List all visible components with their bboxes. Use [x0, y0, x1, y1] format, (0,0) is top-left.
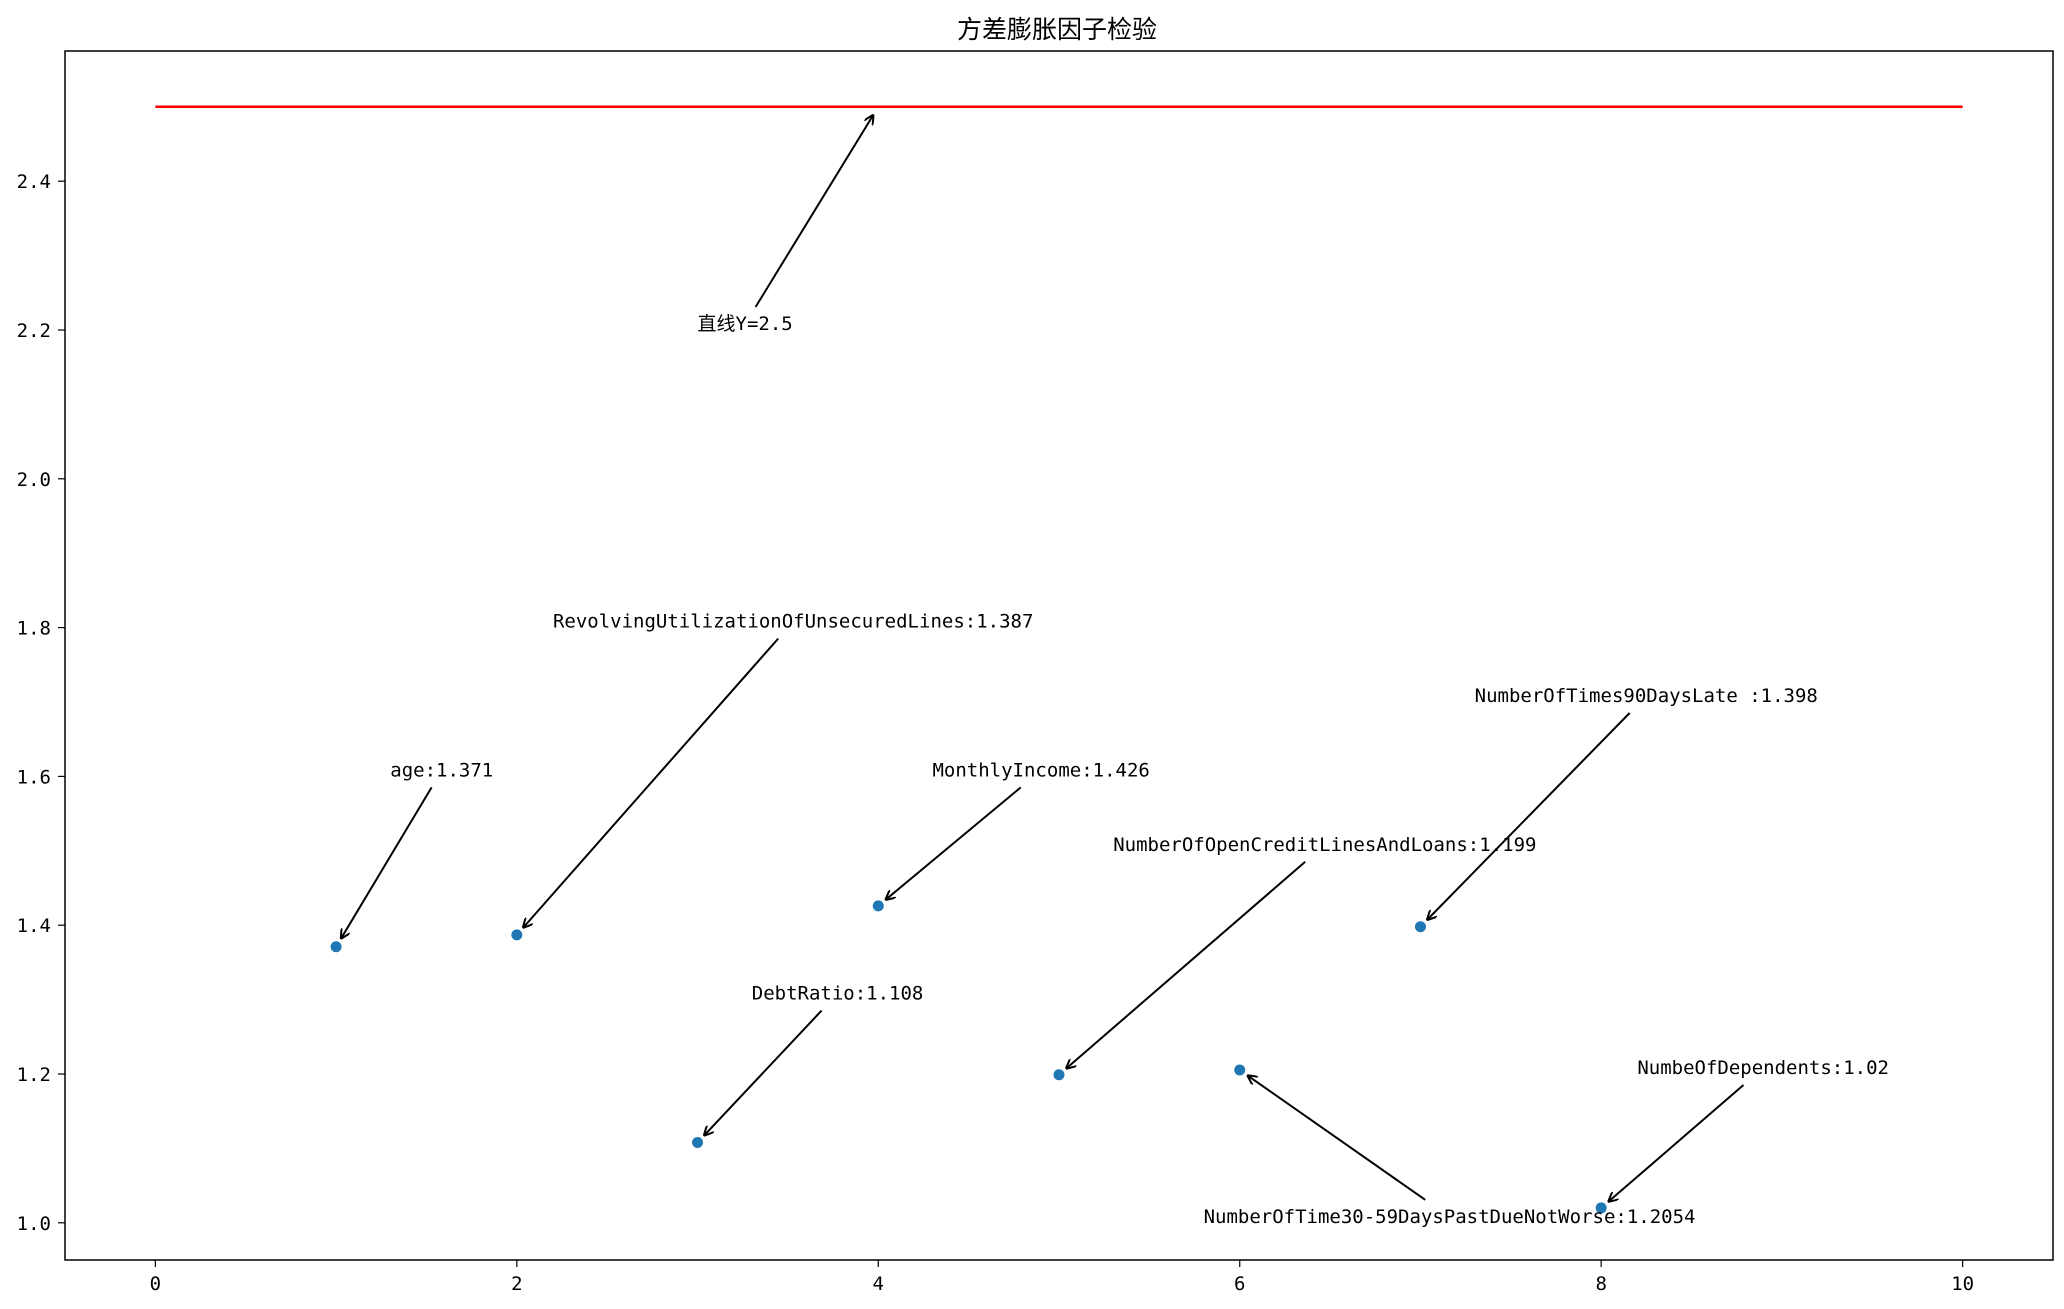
- annotation-arrow: [1427, 712, 1631, 920]
- annotation-label: NumbeOfDependents:1.02: [1637, 1057, 1889, 1079]
- x-tick-label: 6: [1234, 1273, 1245, 1295]
- data-point: [1595, 1202, 1607, 1214]
- annotation-arrow: [1608, 1084, 1745, 1202]
- y-tick-label: 2.4: [17, 171, 51, 193]
- annotation-arrow: [341, 786, 433, 939]
- x-tick-label: 8: [1595, 1273, 1606, 1295]
- annotation-label: MonthlyIncome:1.426: [932, 759, 1149, 781]
- plot-frame: [64, 50, 2054, 1261]
- annotation-arrow: [523, 637, 779, 929]
- chart-title: 方差膨胀因子检验: [957, 15, 1157, 44]
- x-tick-label: 4: [873, 1273, 884, 1295]
- annotation-label: DebtRatio:1.108: [752, 983, 924, 1005]
- data-point: [872, 900, 884, 912]
- annotation-arrow: [885, 786, 1022, 900]
- annotation-arrow: [1066, 861, 1306, 1069]
- y-tick-label: 2.2: [17, 320, 51, 342]
- x-tick-label: 2: [511, 1273, 522, 1295]
- annotation-arrow: [754, 114, 874, 308]
- annotation-arrow: [1247, 1075, 1426, 1201]
- data-point: [330, 941, 342, 953]
- annotation-arrow: [704, 1009, 823, 1136]
- annotation-label: 直线Y=2.5: [698, 313, 793, 335]
- y-tick-label: 1.8: [17, 618, 51, 640]
- y-tick-label: 1.4: [17, 915, 51, 937]
- data-point: [1414, 921, 1426, 933]
- x-tick-label: 0: [150, 1273, 161, 1295]
- data-point: [692, 1136, 704, 1148]
- y-tick-label: 2.0: [17, 469, 51, 491]
- annotation-label: NumberOfTimes90DaysLate :1.398: [1475, 685, 1818, 707]
- annotation-label: NumberOfOpenCreditLinesAndLoans:1.199: [1113, 834, 1536, 856]
- data-point: [1053, 1069, 1065, 1081]
- annotation-label: RevolvingUtilizationOfUnsecuredLines:1.3…: [553, 611, 1033, 633]
- x-tick-label: 10: [1951, 1273, 1974, 1295]
- data-point: [511, 929, 523, 941]
- plot-area: 0 2 4 6 8 10 1.0 1.2 1.4 1.6 1.8 2.0 2.2 2.4 age:1.371…: [17, 50, 2054, 1295]
- y-tick-label: 1.6: [17, 766, 51, 788]
- y-tick-label: 1.0: [17, 1213, 51, 1235]
- annotation-label: age:1.371: [390, 759, 493, 781]
- data-point: [1234, 1064, 1246, 1076]
- y-tick-label: 1.2: [17, 1064, 51, 1086]
- annotation-label: NumberOfTime30-59DaysPastDueNotWorse:1.2…: [1204, 1206, 1696, 1228]
